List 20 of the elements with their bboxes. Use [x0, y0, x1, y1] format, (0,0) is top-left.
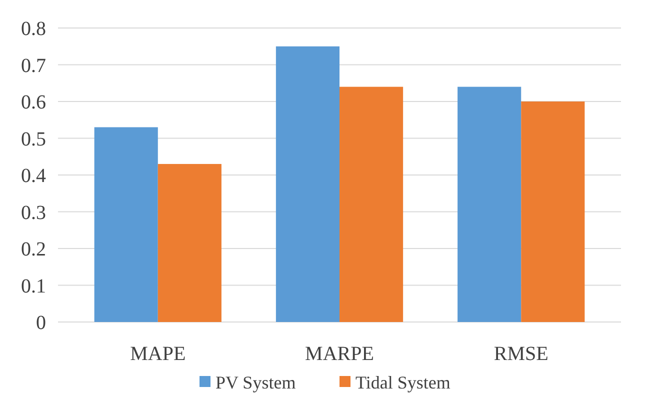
x-tick-label: RMSE [494, 343, 548, 365]
y-tick-label: 0.6 [21, 92, 46, 114]
bar [521, 102, 585, 322]
bar [158, 164, 222, 322]
legend-label: PV System [216, 372, 296, 392]
y-tick-label: 0.4 [21, 165, 46, 187]
y-tick-label: 0.3 [21, 202, 46, 224]
y-tick-label: 0.7 [21, 54, 46, 77]
bar [458, 86, 522, 322]
bar [340, 86, 404, 322]
legend-label: Tidal System [356, 372, 450, 392]
x-tick-label: MAPE [130, 343, 186, 365]
y-tick-label: 0.8 [21, 18, 46, 40]
y-tick-label: 0.1 [21, 275, 46, 298]
bar [94, 127, 158, 322]
bar [276, 46, 340, 322]
x-tick-label: MARPE [305, 343, 374, 365]
y-tick-label: 0.2 [21, 238, 46, 260]
y-tick-label: 0 [36, 312, 46, 334]
y-tick-label: 0.5 [21, 128, 46, 150]
